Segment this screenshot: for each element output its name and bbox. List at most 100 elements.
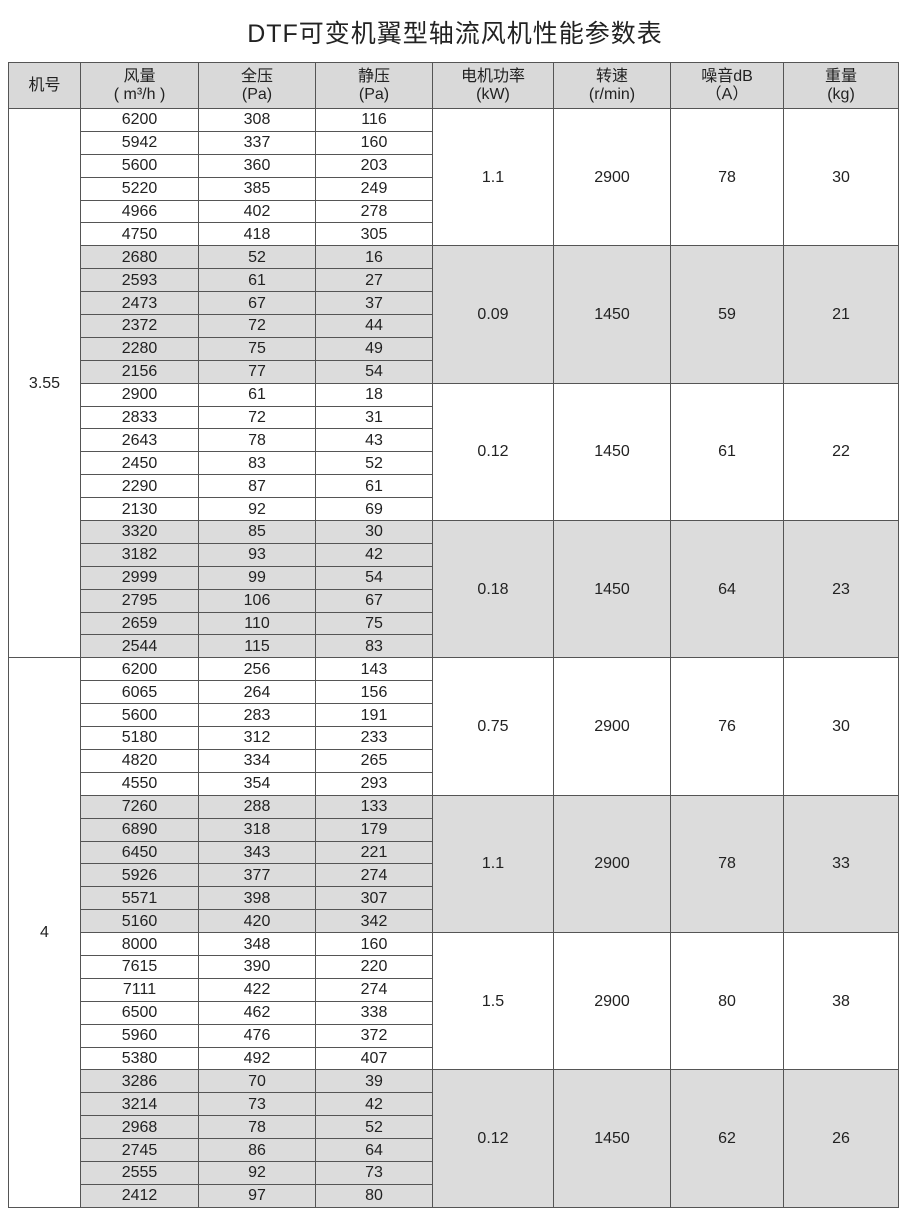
total-pressure-cell: 476 [198,1023,316,1048]
static-pressure-cell: 69 [315,497,433,522]
static-pressure-cell: 80 [315,1183,433,1208]
noise-cell: 61 [670,382,784,522]
table-row: 2130 92 69 [9,497,899,522]
airflow-cell: 5160 [80,909,199,934]
total-pressure-cell: 78 [198,428,316,453]
static-pressure-cell: 31 [315,405,433,430]
static-pressure-cell: 54 [315,359,433,384]
table-row: 2900 61 18 0.12 1450 61 22 [9,382,899,522]
static-pressure-cell: 30 [315,520,433,544]
header-label: 转速 [595,67,628,85]
airflow-cell: 5220 [80,176,199,201]
table-row: 3.55 6200 308 116 1.1 2900 78 30 [8,107,899,659]
page-title: DTF可变机翼型轴流风机性能参数表 [247,20,663,48]
airflow-cell: 5180 [80,726,199,750]
motor-power-cell: 0.75 [432,657,554,796]
header-model: 机号 [8,62,81,109]
header-label: 静压 [357,67,390,85]
table-row: 2968 78 52 [9,1115,899,1140]
airflow-cell: 2156 [80,359,199,384]
table-row: 2450 83 52 [9,451,899,476]
table-row: 5160 420 342 [9,909,899,934]
total-pressure-cell: 256 [198,657,316,682]
weight-cell: 30 [783,107,899,247]
table-row: 2473 67 37 [9,291,899,316]
total-pressure-cell: 85 [198,520,316,544]
total-pressure-cell: 73 [198,1092,316,1117]
static-pressure-cell: 203 [315,153,433,178]
total-pressure-cell: 92 [198,1160,316,1185]
total-pressure-cell: 110 [198,611,316,636]
airflow-cell: 4550 [80,771,199,796]
static-pressure-cell: 39 [315,1069,433,1094]
airflow-cell: 2544 [80,634,199,659]
table-row: 7111 422 274 [9,977,899,1002]
total-pressure-cell: 92 [198,497,316,522]
total-pressure-cell: 377 [198,863,316,888]
table-row: 2659 110 75 [9,611,899,636]
static-pressure-cell: 18 [315,382,433,407]
header-unit: (kg) [827,85,855,103]
airflow-cell: 2372 [80,314,199,338]
airflow-cell: 5926 [80,863,199,888]
airflow-cell: 2280 [80,336,199,361]
table-row: 2999 99 54 [9,565,899,590]
header-motor-power: 电机功率 (kW) [432,62,554,109]
static-pressure-cell: 407 [315,1046,433,1071]
static-pressure-cell: 274 [315,977,433,1002]
header-static-pressure: 静压 (Pa) [315,62,433,109]
static-pressure-cell: 160 [315,130,433,155]
total-pressure-cell: 420 [198,909,316,934]
weight-cell: 23 [783,520,899,659]
total-pressure-cell: 72 [198,405,316,430]
table-row: 3214 73 42 [9,1092,899,1117]
motor-power-cell: 0.12 [432,1069,554,1208]
noise-cell: 62 [670,1069,784,1208]
total-pressure-cell: 343 [198,840,316,865]
total-pressure-cell: 264 [198,680,316,705]
total-pressure-cell: 99 [198,565,316,590]
header-row: 机号 风量( m³/h ) 全压 (Pa) 静压 (Pa) 电机功率 (kW) 转速 (r/min… [8,62,899,109]
total-pressure-cell: 61 [198,382,316,407]
static-pressure-cell: 44 [315,314,433,338]
total-pressure-cell: 70 [198,1069,316,1094]
airflow-cell: 6200 [80,108,199,132]
static-pressure-cell: 133 [315,794,433,819]
static-pressure-cell: 61 [315,474,433,499]
airflow-cell: 5600 [80,703,199,728]
static-pressure-cell: 338 [315,1000,433,1025]
total-pressure-cell: 97 [198,1183,316,1208]
table-row: 2643 78 43 [9,428,899,453]
performance-table: 机号 风量( m³/h ) 全压 (Pa) 静压 (Pa) 电机功率 (kW) 转速 (r/min… [8,62,899,1208]
table-row: 2555 92 73 [9,1160,899,1185]
airflow-cell: 2968 [80,1115,199,1140]
speed-cell: 2900 [553,657,671,796]
airflow-cell: 2473 [80,291,199,316]
weight-cell: 38 [783,932,899,1071]
total-pressure-cell: 86 [198,1138,316,1162]
static-pressure-cell: 293 [315,771,433,796]
total-pressure-cell: 390 [198,954,316,979]
noise-cell: 78 [670,794,784,934]
static-pressure-cell: 27 [315,268,433,293]
total-pressure-cell: 75 [198,336,316,361]
header-total-pressure: 全压 (Pa) [198,62,316,109]
total-pressure-cell: 348 [198,932,316,956]
static-pressure-cell: 16 [315,245,433,270]
header-label: 重量 [824,67,857,85]
model-cell: 4 [8,657,81,1208]
static-pressure-cell: 73 [315,1160,433,1185]
speed-cell: 1450 [553,1069,671,1208]
airflow-cell: 3214 [80,1092,199,1117]
airflow-cell: 2593 [80,268,199,293]
header-unit: (r/min) [588,85,636,103]
table-row: 2544 115 83 [9,634,899,659]
static-pressure-cell: 249 [315,176,433,201]
weight-cell: 26 [783,1069,899,1208]
airflow-cell: 2643 [80,428,199,453]
table-row: 3320 85 30 0.18 1450 64 23 [9,520,899,659]
airflow-cell: 2659 [80,611,199,636]
total-pressure-cell: 288 [198,794,316,819]
airflow-cell: 5571 [80,886,199,911]
table-row: 2795 106 67 [9,588,899,613]
